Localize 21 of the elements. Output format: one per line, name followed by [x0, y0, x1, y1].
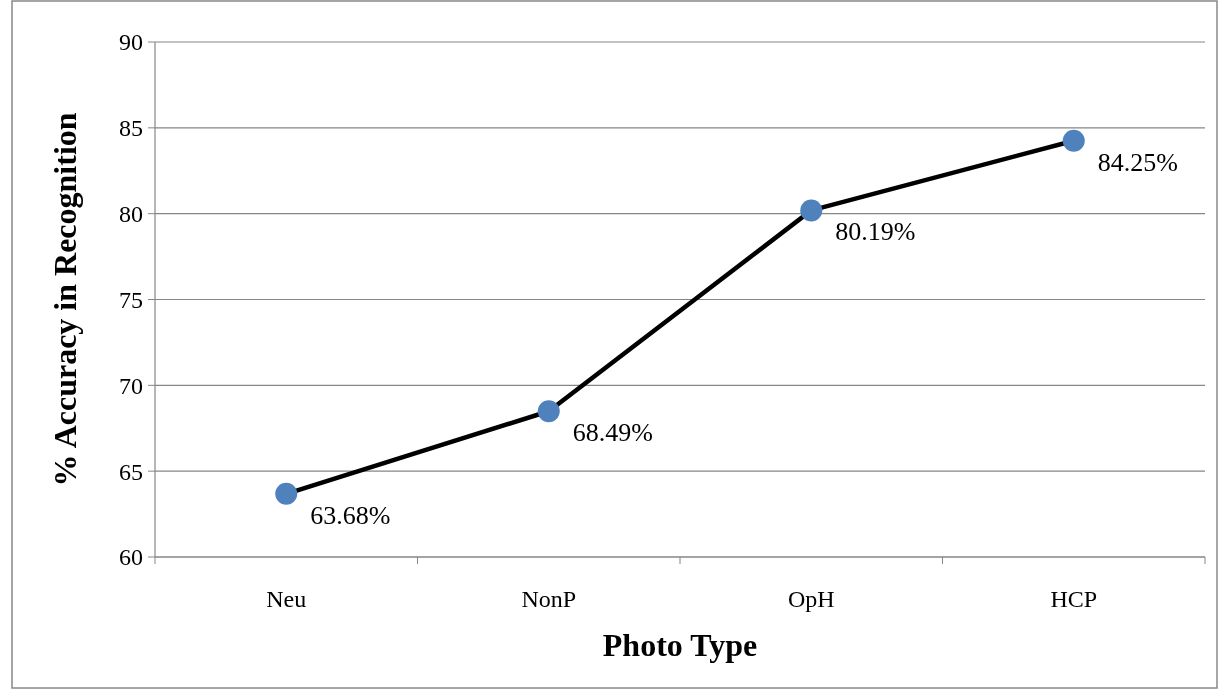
y-axis-title: % Accuracy in Recognition [47, 112, 83, 487]
y-tick-label: 70 [119, 372, 143, 399]
point [537, 400, 560, 423]
point [800, 199, 823, 222]
point [275, 482, 298, 505]
x-tick-label: NonP [521, 586, 577, 612]
y-tick-label: 60 [119, 544, 143, 571]
y-tick-label: 85 [119, 115, 143, 142]
y-tick-label: 65 [119, 458, 143, 485]
y-tick-label: 90 [119, 29, 143, 56]
x-tick-label: OpH [787, 586, 835, 612]
y-tick-label: 75 [119, 286, 143, 313]
x-tick-label: HCP [1050, 586, 1098, 612]
y-tick-label: 80 [119, 201, 143, 228]
text: 84.25% [1097, 147, 1178, 177]
text: 63.68% [310, 500, 391, 530]
point [1062, 129, 1085, 152]
x-axis-title: Photo Type [602, 627, 758, 663]
text: 68.49% [572, 418, 653, 448]
x-tick-label: Neu [266, 586, 307, 612]
text: 80.19% [835, 217, 916, 247]
